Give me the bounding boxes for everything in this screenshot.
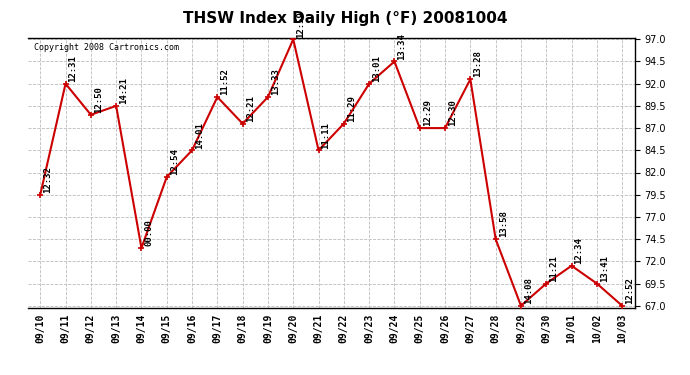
Text: 12:50: 12:50 [94, 86, 103, 113]
Text: 13:41: 13:41 [600, 255, 609, 282]
Text: 13:33: 13:33 [271, 68, 280, 95]
Text: 11:21: 11:21 [549, 255, 558, 282]
Text: 13:28: 13:28 [473, 51, 482, 78]
Text: 12:29: 12:29 [423, 99, 432, 126]
Text: 11:11: 11:11 [322, 122, 331, 148]
Text: 12:32: 12:32 [43, 166, 52, 193]
Text: 13:01: 13:01 [372, 55, 381, 82]
Text: 12:59: 12:59 [296, 10, 305, 38]
Text: 12:30: 12:30 [448, 99, 457, 126]
Text: 11:29: 11:29 [347, 95, 356, 122]
Text: 12:31: 12:31 [68, 55, 77, 82]
Text: THSW Index Daily High (°F) 20081004: THSW Index Daily High (°F) 20081004 [183, 11, 507, 26]
Text: Copyright 2008 Cartronics.com: Copyright 2008 Cartronics.com [34, 43, 179, 52]
Text: 12:21: 12:21 [246, 95, 255, 122]
Text: 11:52: 11:52 [220, 68, 229, 95]
Text: 14:21: 14:21 [119, 77, 128, 104]
Text: 13:34: 13:34 [397, 33, 406, 60]
Text: 12:52: 12:52 [625, 277, 634, 304]
Text: 14:01: 14:01 [195, 122, 204, 148]
Text: 14:08: 14:08 [524, 277, 533, 304]
Text: 12:34: 12:34 [575, 237, 584, 264]
Text: 12:54: 12:54 [170, 148, 179, 175]
Text: 13:58: 13:58 [499, 210, 508, 237]
Text: 00:00: 00:00 [144, 219, 153, 246]
